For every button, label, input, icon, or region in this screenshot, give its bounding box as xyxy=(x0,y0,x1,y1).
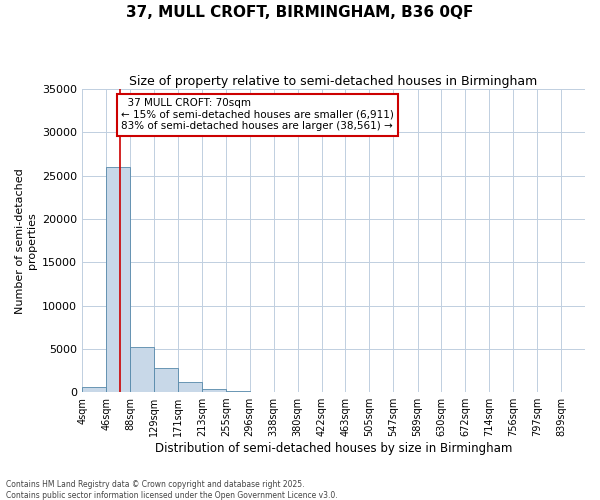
Text: 37, MULL CROFT, BIRMINGHAM, B36 0QF: 37, MULL CROFT, BIRMINGHAM, B36 0QF xyxy=(127,5,473,20)
Bar xyxy=(130,347,154,392)
Title: Size of property relative to semi-detached houses in Birmingham: Size of property relative to semi-detach… xyxy=(130,75,538,88)
Bar xyxy=(106,167,130,392)
Bar xyxy=(178,382,202,392)
Bar xyxy=(82,387,106,392)
Y-axis label: Number of semi-detached
properties: Number of semi-detached properties xyxy=(15,168,37,314)
X-axis label: Distribution of semi-detached houses by size in Birmingham: Distribution of semi-detached houses by … xyxy=(155,442,512,455)
Bar xyxy=(154,368,178,392)
Bar xyxy=(202,388,226,392)
Text: 37 MULL CROFT: 70sqm
← 15% of semi-detached houses are smaller (6,911)
83% of se: 37 MULL CROFT: 70sqm ← 15% of semi-detac… xyxy=(121,98,394,132)
Bar xyxy=(226,391,250,392)
Text: Contains HM Land Registry data © Crown copyright and database right 2025.
Contai: Contains HM Land Registry data © Crown c… xyxy=(6,480,338,500)
